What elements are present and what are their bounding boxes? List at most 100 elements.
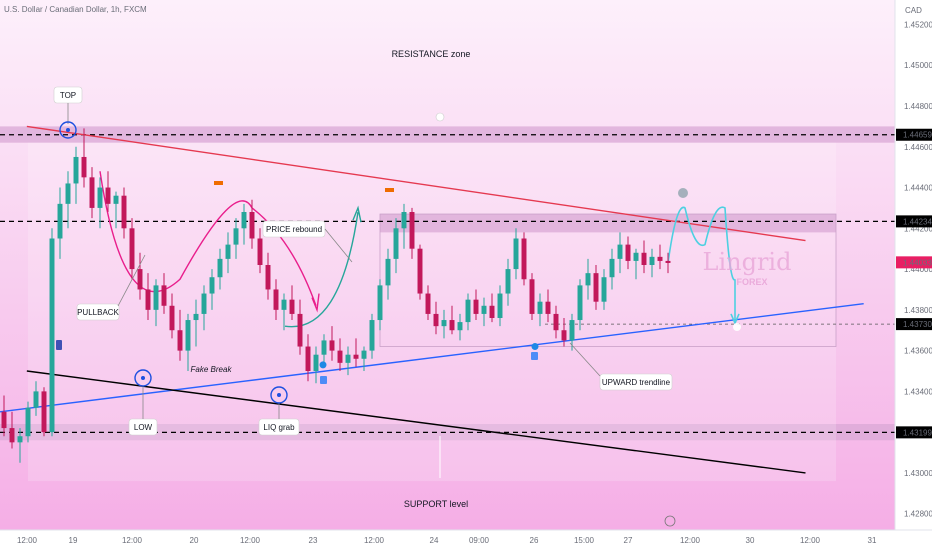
candle (449, 305, 455, 335)
candle (329, 326, 335, 361)
candle-body (553, 313, 559, 331)
projection-path (667, 206, 736, 281)
candle (1, 395, 7, 437)
candle (49, 228, 55, 437)
candle (153, 279, 159, 327)
pullback-tag-box (76, 303, 120, 321)
candle-body (57, 203, 63, 239)
candle-body (25, 407, 31, 437)
candle-body (609, 258, 615, 278)
price-rebound-tag: PRICE rebound (262, 220, 326, 238)
candle (73, 146, 79, 204)
plot-background (0, 0, 895, 530)
candle-body (289, 299, 295, 314)
candle (377, 279, 383, 331)
candle (481, 297, 487, 327)
symbol-title: U.S. Dollar / Canadian Dollar, 1h, FXCM (4, 5, 147, 14)
candle (265, 252, 271, 300)
candle-body (313, 354, 319, 371)
resistance-zone-band (0, 126, 895, 143)
price-level-badge (896, 128, 932, 141)
candle (473, 289, 479, 321)
candle (577, 279, 583, 331)
candle (145, 273, 151, 321)
candle-body (201, 293, 207, 314)
rebound-arc-path (284, 211, 359, 328)
candle (521, 232, 527, 286)
upward-trendline-connector (569, 342, 601, 377)
up-arrow-icon (320, 376, 327, 384)
candle-body (521, 238, 527, 280)
candle-body (393, 228, 399, 259)
candle (281, 293, 287, 331)
candle (337, 338, 343, 371)
candle (457, 313, 463, 341)
candle (233, 218, 239, 259)
candle-body (65, 183, 71, 204)
y-tick-label: 1.43600 (904, 347, 932, 356)
candle-body (369, 320, 375, 351)
candle-body (561, 330, 567, 341)
candle (545, 289, 551, 323)
candle (321, 334, 327, 367)
x-tick-label: 12:00 (17, 536, 38, 545)
trend-touch-dot (531, 343, 539, 351)
candle-body (273, 289, 279, 310)
candle (137, 252, 143, 300)
x-tick-label: 12:00 (364, 536, 385, 545)
candle-body (417, 248, 423, 294)
candle-body (89, 177, 95, 208)
y-tick-label: 1.44600 (904, 143, 932, 152)
x-tick-label: 23 (309, 536, 318, 545)
candle-body (33, 391, 39, 408)
candle-body (97, 187, 103, 208)
candle (569, 313, 575, 351)
hammer-icon (385, 188, 394, 192)
candle (273, 279, 279, 321)
candle-body (633, 252, 639, 261)
candle-body (409, 212, 415, 249)
x-tick-label: 27 (624, 536, 633, 545)
candle-body (425, 293, 431, 314)
target-dot-icon (733, 323, 741, 331)
candle-body (233, 228, 239, 245)
top-tag: TOP (53, 86, 83, 104)
candle-body (265, 265, 271, 290)
y-tick-label: 1.42800 (904, 510, 932, 519)
price-level-badge-text: 1.43730 (903, 320, 932, 329)
x-tick-label: 12:00 (240, 536, 261, 545)
x-tick-label: 12:00 (122, 536, 143, 545)
candle-body (593, 273, 599, 302)
candle-body (121, 195, 127, 229)
candle (217, 248, 223, 290)
candle-body (601, 277, 607, 302)
candle-body (481, 305, 487, 314)
pullback-tag: PULLBACK (76, 303, 120, 321)
x-tick-label: 20 (190, 536, 199, 545)
candle (257, 228, 263, 274)
candle (385, 248, 391, 300)
candle (297, 299, 303, 355)
candle (345, 346, 351, 376)
candle (529, 273, 535, 321)
candle (57, 187, 63, 259)
candle (649, 248, 655, 278)
price-level-badge (896, 318, 932, 331)
candle-body (657, 256, 663, 261)
low-tag-text: LOW (134, 423, 153, 432)
candle-body (641, 252, 647, 265)
candle (225, 232, 231, 274)
candle-body (585, 273, 591, 286)
candle (361, 346, 367, 371)
candle-body (537, 301, 543, 314)
candle (505, 258, 511, 306)
candle (593, 265, 599, 310)
candle-body (321, 340, 327, 355)
candle (305, 334, 311, 382)
candle-body (401, 212, 407, 229)
candle-body (137, 269, 143, 290)
last-price-text: 1.44033 (903, 258, 932, 267)
candle-body (345, 354, 351, 363)
candle (201, 285, 207, 331)
candle-body (361, 350, 367, 359)
